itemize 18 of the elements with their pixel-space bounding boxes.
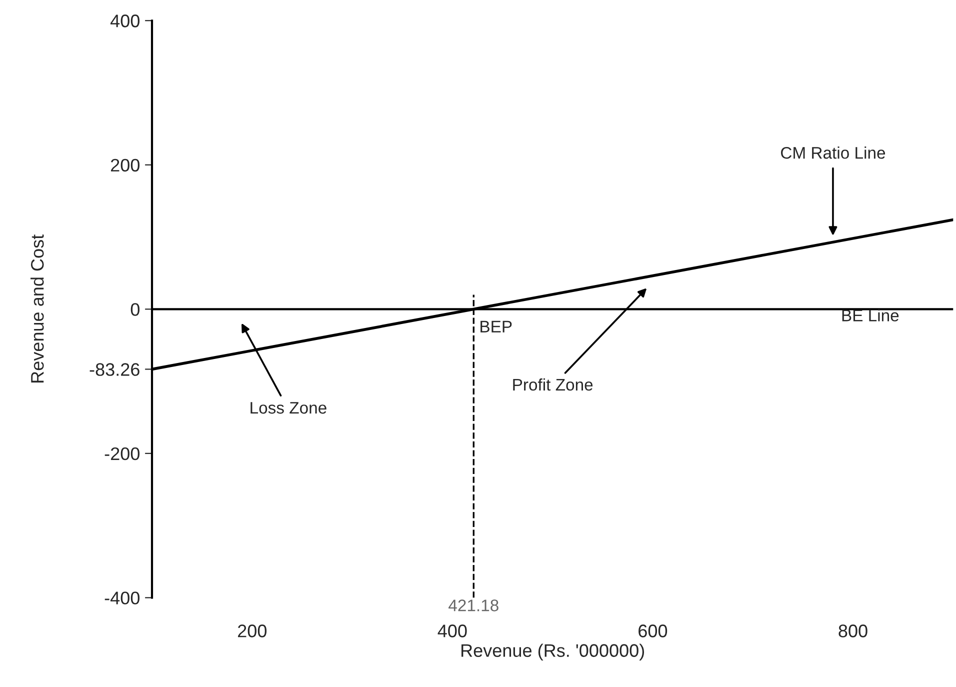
ref-line-label: BE Line [842,309,899,322]
annotation: Profit Zone [513,378,593,391]
y-axis-title: Revenue and Cost [30,234,44,382]
x-tick-label: 200 [238,624,267,638]
y-tick-label: -200 [104,447,140,460]
x-axis-title: Revenue (Rs. '000000) [462,644,644,661]
y-tick-label: -83.26 [90,363,140,376]
x-tick-label: 800 [838,624,868,638]
ref-line-label: 421.18 [448,600,498,612]
x-tick-label: 400 [438,624,467,638]
annotation: CM Ratio Line [781,146,886,159]
y-tick-label: -400 [104,592,140,604]
y-tick-label: 0 [130,303,140,316]
annotation: BEP [480,320,512,332]
annotation: Loss Zone [250,402,326,414]
y-tick-label: 200 [110,158,140,172]
y-tick-label: 400 [110,14,140,28]
x-tick-label: 600 [638,624,668,638]
